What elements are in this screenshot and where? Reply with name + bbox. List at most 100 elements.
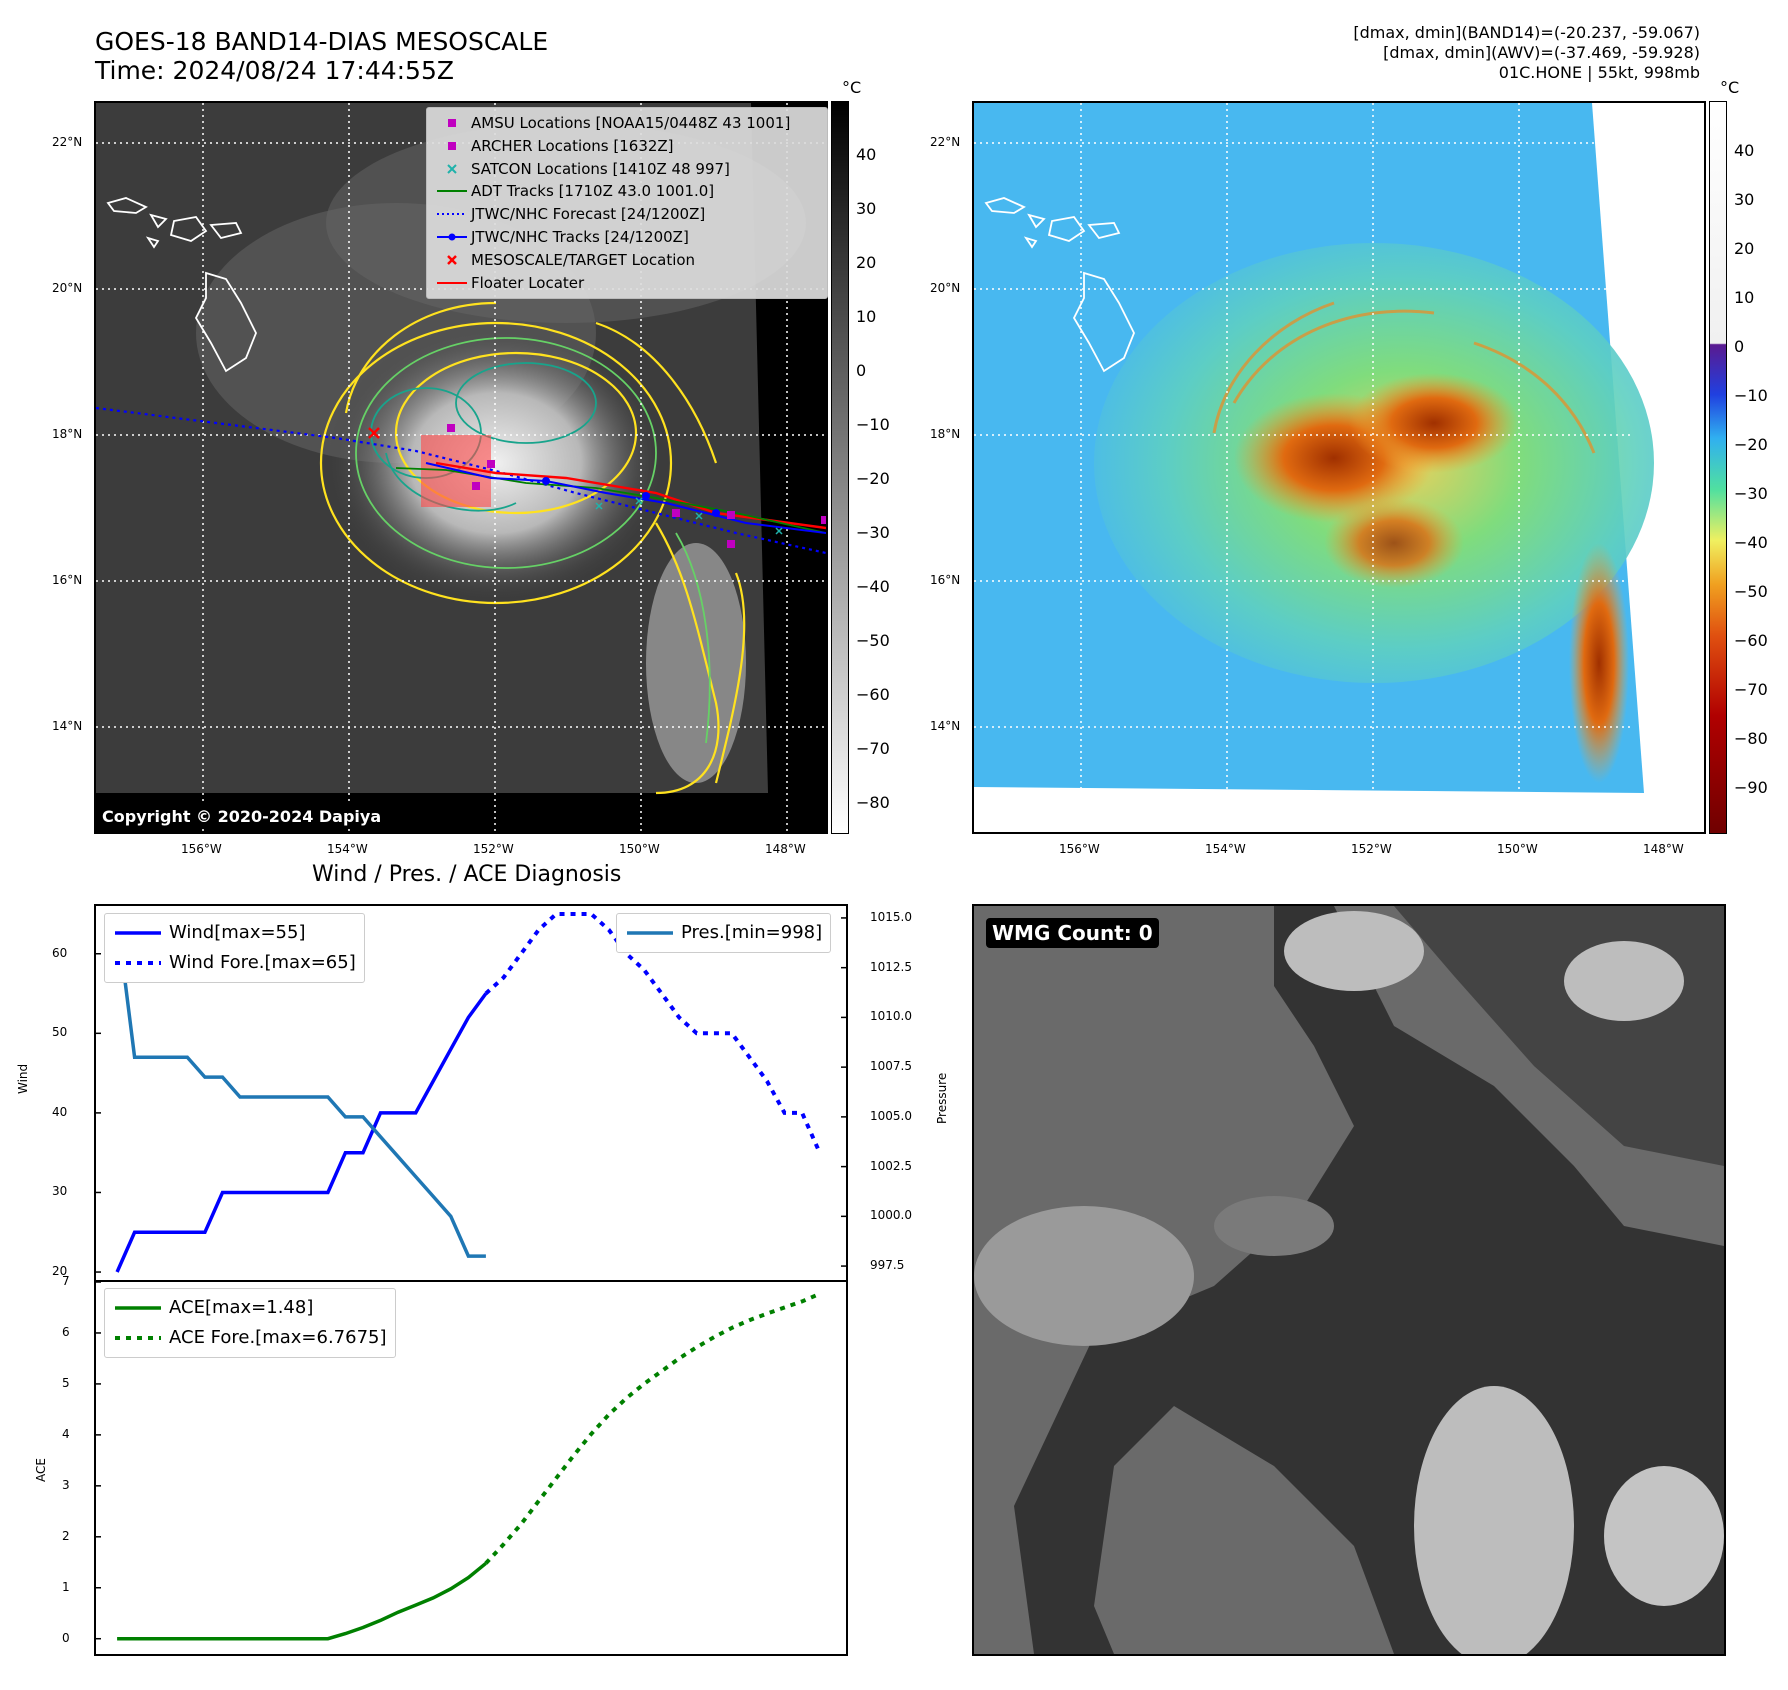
colorbar-tick: −50 xyxy=(856,631,890,650)
copyright-label: Copyright © 2020-2024 Dapiya xyxy=(98,805,386,828)
legend-dotted-icon xyxy=(115,1336,161,1340)
storm-info: 01C.HONE | 55kt, 998mb xyxy=(1498,63,1700,82)
map-legend: AMSU Locations [NOAA15/0448Z 43 1001] AR… xyxy=(426,107,828,300)
legend-dotted-icon xyxy=(115,961,161,965)
colorbar-tick: 40 xyxy=(1734,141,1755,160)
colorbar-tick: −50 xyxy=(1734,582,1768,601)
ace-legend: ACE[max=1.48] ACE Fore.[max=6.7675] xyxy=(104,1288,396,1358)
colorbar-tick: 20 xyxy=(856,253,877,272)
ace-tick: 2 xyxy=(62,1528,70,1543)
lon-label: 152°W xyxy=(473,842,514,856)
lon-label: 156°W xyxy=(1059,842,1100,856)
legend-line-icon xyxy=(437,281,467,284)
colorbar-tick: −60 xyxy=(1734,631,1768,650)
chart-time: Time: 2024/08/24 17:44:55Z xyxy=(95,56,454,85)
pressure-tick: 1002.5 xyxy=(870,1158,912,1173)
colorbar-tick: −30 xyxy=(1734,484,1768,503)
band14-range: [dmax, dmin](BAND14)=(-20.237, -59.067) xyxy=(1353,23,1700,42)
wmg-panel: WMG Count: 0 xyxy=(972,904,1726,1656)
wind-legend: Wind[max=55] Wind Fore.[max=65] xyxy=(104,913,365,983)
awv-map-svg xyxy=(974,103,1666,793)
legend-item-target: MESOSCALE/TARGET Location xyxy=(433,249,821,272)
pressure-legend: Pres.[min=998] xyxy=(616,913,832,953)
ace-series-line-0 xyxy=(117,1561,488,1641)
ace-tick: 6 xyxy=(62,1324,70,1339)
legend-line-icon xyxy=(437,190,467,193)
pressure-tick: 1015.0 xyxy=(870,909,912,924)
colorbar-tick: −70 xyxy=(856,739,890,758)
colorbar-tick: 0 xyxy=(856,361,867,380)
pressure-tick: 1000.0 xyxy=(870,1208,912,1223)
wind-axis-label: Wind xyxy=(16,1063,30,1094)
legend-item-floater: Floater Locater xyxy=(433,272,821,295)
lon-label: 148°W xyxy=(765,842,806,856)
colorbar-tick: −80 xyxy=(1734,729,1768,748)
pressure-tick: 1005.0 xyxy=(870,1108,912,1123)
colorbar-tick: 10 xyxy=(1734,288,1755,307)
legend-item-ace: ACE[max=1.48] xyxy=(113,1293,387,1323)
lat-label: 16°N xyxy=(930,573,961,587)
legend-item-satcon: SATCON Locations [1410Z 48 997] xyxy=(433,158,821,181)
colorbar-tick: 30 xyxy=(1734,190,1755,209)
colorbar-tick: −80 xyxy=(856,793,890,812)
wind-tick: 40 xyxy=(52,1104,68,1119)
wind-tick: 60 xyxy=(52,945,68,960)
colorbar-tick: 40 xyxy=(856,145,877,164)
colorbar-tick: −30 xyxy=(856,523,890,542)
ace-tick: 7 xyxy=(62,1274,70,1288)
legend-square-icon xyxy=(448,119,456,127)
colorbar-tick: 0 xyxy=(1734,337,1745,356)
lon-label: 154°W xyxy=(1205,842,1246,856)
colorbar-tick: 10 xyxy=(856,307,877,326)
legend-item-forecast: JTWC/NHC Forecast [24/1200Z] xyxy=(433,203,821,226)
lat-label: 16°N xyxy=(52,573,83,587)
legend-line-icon xyxy=(115,1306,161,1310)
colorbar-tick: −10 xyxy=(856,415,890,434)
colorbar-right xyxy=(1709,101,1727,834)
lon-label: 150°W xyxy=(1497,842,1538,856)
lat-label: 20°N xyxy=(930,281,961,295)
pressure-tick: 1012.5 xyxy=(870,959,912,974)
lat-label: 18°N xyxy=(930,427,961,441)
lon-label: 150°W xyxy=(619,842,660,856)
pressure-tick: 1007.5 xyxy=(870,1059,912,1074)
wind-pressure-chart xyxy=(94,904,848,1281)
series-line-2 xyxy=(115,917,486,1258)
colorbar-tick: 20 xyxy=(1734,239,1755,258)
colorbar-tick: 30 xyxy=(856,199,877,218)
lat-label: 20°N xyxy=(52,281,83,295)
colorbar-tick: −20 xyxy=(856,469,890,488)
ace-svg xyxy=(96,1282,821,1641)
ace-tick: 5 xyxy=(62,1375,70,1390)
legend-item-adt: ADT Tracks [1710Z 43.0 1001.0] xyxy=(433,180,821,203)
ace-series-line-1 xyxy=(484,1291,821,1565)
awv-map-panel xyxy=(972,101,1706,834)
colorbar-tick: −40 xyxy=(856,577,890,596)
ace-tick: 0 xyxy=(62,1630,70,1645)
legend-line-icon xyxy=(627,931,673,935)
lon-label: 154°W xyxy=(327,842,368,856)
legend-item-tracks: JTWC/NHC Tracks [24/1200Z] xyxy=(433,226,821,249)
lon-label: 156°W xyxy=(181,842,222,856)
wind-pressure-svg xyxy=(96,912,846,1273)
lat-label: 18°N xyxy=(52,427,83,441)
ace-chart xyxy=(94,1280,848,1656)
colorbar-tick: −40 xyxy=(1734,533,1768,552)
legend-line-dot-icon xyxy=(437,233,467,241)
legend-x-icon xyxy=(447,254,457,265)
colorbar-tick: −70 xyxy=(1734,680,1768,699)
wind-tick: 50 xyxy=(52,1025,68,1040)
wind-tick: 20 xyxy=(52,1264,68,1279)
legend-item-wind-fore: Wind Fore.[max=65] xyxy=(113,948,356,978)
colorbar-tick: −10 xyxy=(1734,386,1768,405)
ace-tick: 4 xyxy=(62,1426,70,1441)
series-line-0 xyxy=(115,992,488,1273)
pressure-axis-label: Pressure xyxy=(935,1072,949,1124)
lat-label: 14°N xyxy=(930,719,961,733)
pressure-tick: 1010.0 xyxy=(870,1009,912,1024)
colorbar-tick: −60 xyxy=(856,685,890,704)
legend-item-amsu: AMSU Locations [NOAA15/0448Z 43 1001] xyxy=(433,112,821,135)
lat-label: 22°N xyxy=(930,135,961,149)
lon-label: 148°W xyxy=(1643,842,1684,856)
colorbar-tick: −90 xyxy=(1734,778,1768,797)
